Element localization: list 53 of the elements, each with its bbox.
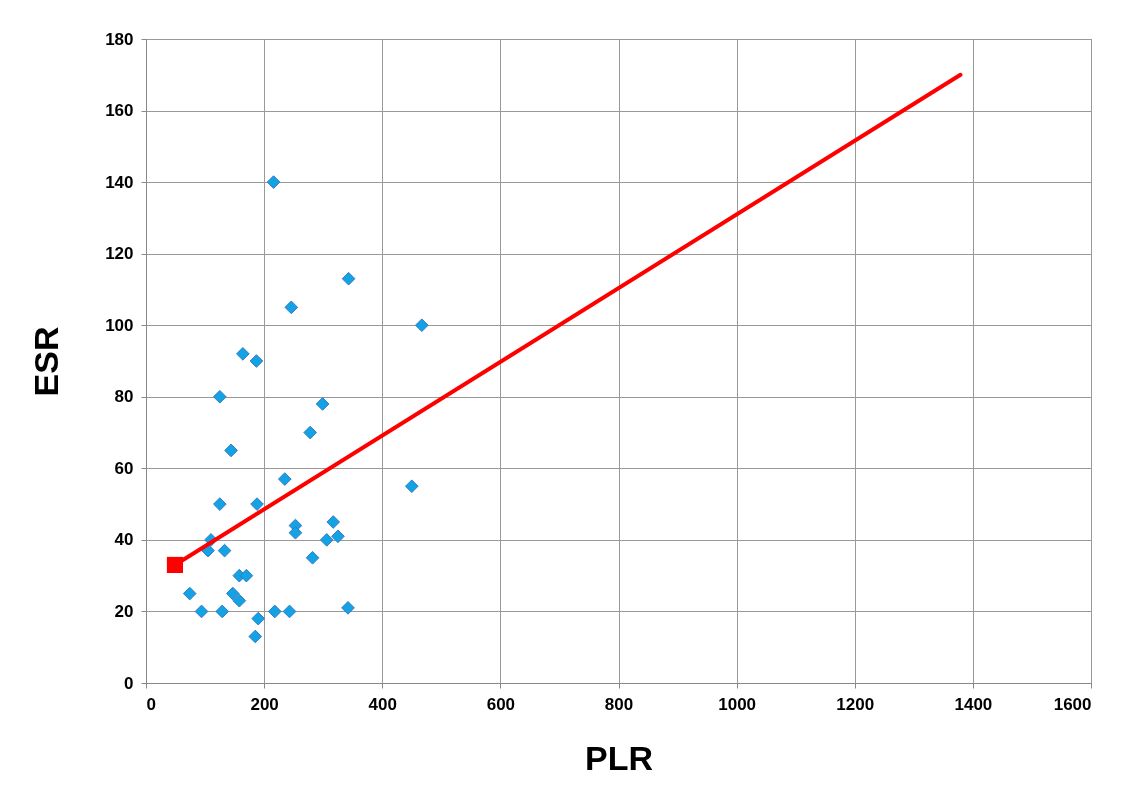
y-tick-label: 40	[114, 530, 134, 550]
point	[341, 601, 355, 615]
point	[194, 604, 209, 619]
y-tick-label: 60	[114, 458, 134, 478]
point	[217, 543, 232, 558]
point	[284, 300, 299, 315]
x-tick-label: 0	[146, 694, 156, 714]
point	[213, 497, 227, 511]
point	[213, 389, 227, 404]
x-tick-label: 800	[604, 694, 634, 714]
point	[232, 593, 247, 608]
point	[226, 586, 240, 601]
y-tick-label: 0	[124, 673, 134, 693]
x-tick-label: 1600	[1053, 694, 1092, 714]
point	[182, 586, 197, 601]
point	[319, 533, 334, 547]
y-tick-label: 120	[105, 244, 134, 264]
point	[315, 397, 330, 411]
x-tick-label: 200	[250, 694, 279, 714]
point	[250, 497, 264, 511]
x-tick-label: 400	[368, 694, 397, 714]
point	[415, 318, 429, 333]
point	[341, 271, 356, 286]
point	[326, 515, 341, 529]
point	[277, 472, 292, 486]
y-axis-title: ESR	[27, 326, 66, 397]
point	[236, 347, 250, 361]
x-axis-title: PLR	[585, 738, 653, 777]
point	[305, 550, 320, 565]
point	[267, 604, 282, 619]
point	[215, 604, 230, 619]
point	[404, 479, 419, 494]
point	[239, 568, 254, 583]
y-tick-label: 160	[105, 101, 134, 121]
x-tick-label: 1000	[718, 694, 757, 714]
point	[266, 175, 281, 189]
x-tick-label: 600	[486, 694, 516, 714]
y-tick-label: 140	[105, 172, 134, 192]
point	[288, 525, 303, 540]
y-tick-label: 80	[114, 387, 134, 407]
y-tick-label: 180	[105, 29, 134, 49]
point	[251, 611, 266, 626]
point	[331, 529, 345, 544]
point	[224, 443, 238, 458]
x-tick-label: 1200	[836, 694, 875, 714]
y-tick-label: 100	[105, 315, 134, 335]
y-tick-label: 20	[114, 601, 134, 621]
point	[166, 556, 183, 573]
point	[282, 604, 297, 619]
x-tick-label: 1400	[954, 694, 993, 714]
point	[249, 354, 264, 368]
point	[303, 425, 318, 440]
point	[248, 629, 263, 644]
